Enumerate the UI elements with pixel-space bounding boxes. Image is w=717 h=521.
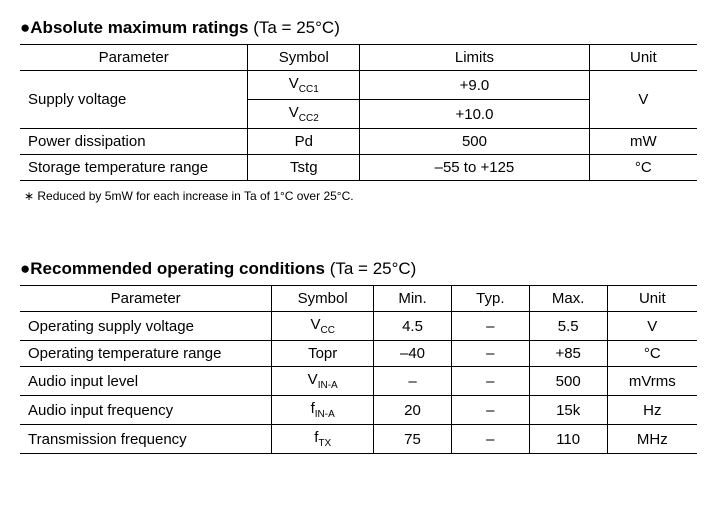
table-row: Supply voltage VCC1 +9.0 V [20,71,697,100]
cell-min: 4.5 [374,312,452,341]
symbol-base: V [289,75,299,92]
cell-limit: –55 to +125 [360,155,590,181]
symbol-sub: CC [320,325,334,336]
cell-param: Audio input level [20,367,272,396]
cell-min: 75 [374,425,452,454]
cell-symbol: VIN-A [272,367,374,396]
col-max: Max. [529,286,607,312]
col-typ: Typ. [451,286,529,312]
col-unit: Unit [607,286,697,312]
cell-min: 20 [374,396,452,425]
cell-symbol: VCC2 [248,100,360,129]
table-row: Operating supply voltage VCC 4.5 – 5.5 V [20,312,697,341]
footnote-marker: ∗ [24,189,37,203]
col-parameter: Parameter [20,286,272,312]
cell-typ: – [451,312,529,341]
cell-unit: °C [607,341,697,367]
cell-param: Operating temperature range [20,341,272,367]
table-row: Audio input frequency fIN-A 20 – 15k Hz [20,396,697,425]
cell-param: Power dissipation [20,129,248,155]
col-symbol: Symbol [248,45,360,71]
cell-max: +85 [529,341,607,367]
symbol-sub: CC2 [299,113,319,124]
bullet-icon: ● [20,18,30,37]
bullet-icon: ● [20,259,30,278]
section2-heading: Recommended operating conditions [30,259,325,278]
cell-symbol: fTX [272,425,374,454]
table-row: Operating temperature range Topr –40 – +… [20,341,697,367]
footnote-text: Reduced by 5mW for each increase in Ta o… [37,189,353,203]
footnote: ∗ Reduced by 5mW for each increase in Ta… [24,189,697,203]
table-row: Storage temperature range Tstg –55 to +1… [20,155,697,181]
col-unit: Unit [589,45,697,71]
cell-param: Operating supply voltage [20,312,272,341]
section2-title: ●Recommended operating conditions (Ta = … [20,259,697,279]
cell-max: 5.5 [529,312,607,341]
recommended-conditions-table: Parameter Symbol Min. Typ. Max. Unit Ope… [20,285,697,454]
cell-symbol: Topr [272,341,374,367]
cell-unit: mW [589,129,697,155]
section2-condition: (Ta = 25°C) [325,259,416,278]
table-header-row: Parameter Symbol Limits Unit [20,45,697,71]
cell-unit: V [589,71,697,129]
cell-symbol: VCC1 [248,71,360,100]
cell-limit: +10.0 [360,100,590,129]
section-gap [20,203,697,259]
cell-typ: – [451,396,529,425]
cell-param: Transmission frequency [20,425,272,454]
cell-max: 500 [529,367,607,396]
symbol-base: V [289,104,299,121]
symbol-sub: IN-A [315,409,335,420]
cell-max: 110 [529,425,607,454]
symbol-sub: IN-A [318,380,338,391]
cell-symbol: Pd [248,129,360,155]
section1-heading: Absolute maximum ratings [30,18,248,37]
cell-symbol: VCC [272,312,374,341]
cell-typ: – [451,425,529,454]
cell-unit: MHz [607,425,697,454]
cell-max: 15k [529,396,607,425]
symbol-sub: CC1 [299,84,319,95]
symbol-base: V [308,371,318,388]
symbol-sub: TX [318,438,331,449]
cell-typ: – [451,341,529,367]
col-limits: Limits [360,45,590,71]
cell-typ: – [451,367,529,396]
col-symbol: Symbol [272,286,374,312]
symbol-base: V [310,316,320,333]
cell-unit: mVrms [607,367,697,396]
table-header-row: Parameter Symbol Min. Typ. Max. Unit [20,286,697,312]
section1-title: ●Absolute maximum ratings (Ta = 25°C) [20,18,697,38]
cell-min: – [374,367,452,396]
cell-symbol: Tstg [248,155,360,181]
abs-max-ratings-table: Parameter Symbol Limits Unit Supply volt… [20,44,697,181]
cell-unit: Hz [607,396,697,425]
cell-limit: 500 [360,129,590,155]
cell-min: –40 [374,341,452,367]
table-row: Transmission frequency fTX 75 – 110 MHz [20,425,697,454]
cell-symbol: fIN-A [272,396,374,425]
cell-unit: °C [589,155,697,181]
col-parameter: Parameter [20,45,248,71]
table-row: Power dissipation Pd 500 mW [20,129,697,155]
table-row: Audio input level VIN-A – – 500 mVrms [20,367,697,396]
cell-param: Supply voltage [20,71,248,129]
cell-param: Audio input frequency [20,396,272,425]
cell-unit: V [607,312,697,341]
col-min: Min. [374,286,452,312]
cell-param: Storage temperature range [20,155,248,181]
section1-condition: (Ta = 25°C) [249,18,340,37]
cell-limit: +9.0 [360,71,590,100]
